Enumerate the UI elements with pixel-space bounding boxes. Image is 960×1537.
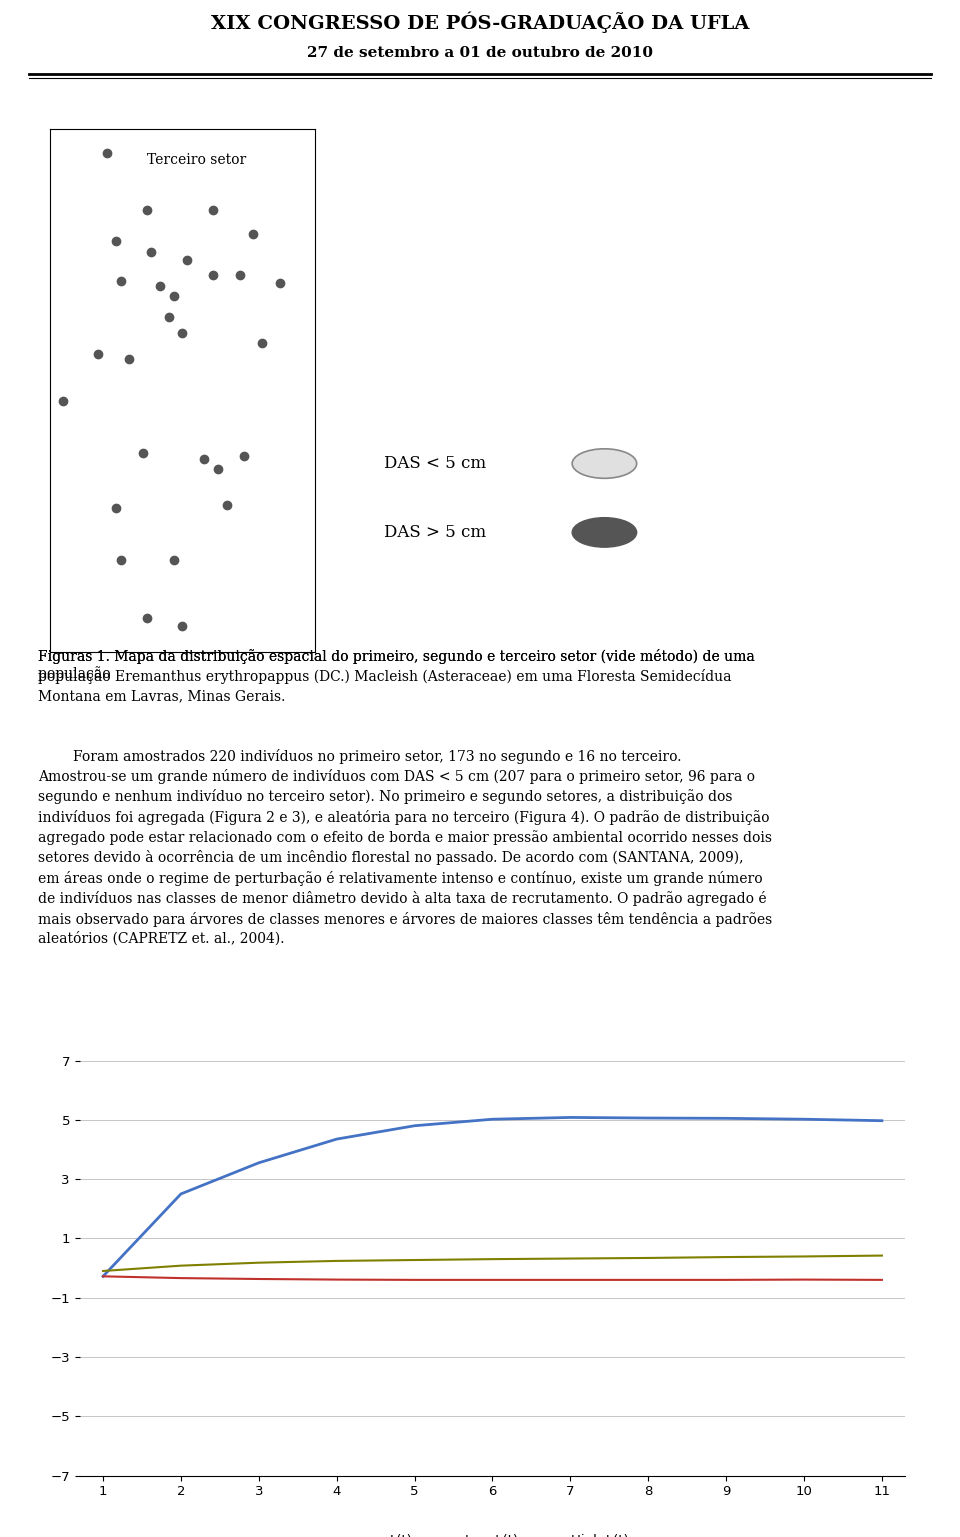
Low L(t) (799, 1271, 810, 1290)
High L(t) (253, 1254, 265, 1273)
L(t) (876, 1111, 888, 1130)
Low L(t) (331, 1271, 343, 1290)
High L(t) (564, 1250, 576, 1268)
High L(t) (97, 1262, 108, 1280)
L(t) (564, 1108, 576, 1127)
Line: High L(t): High L(t) (103, 1256, 882, 1271)
Low L(t) (720, 1271, 732, 1290)
High L(t) (487, 1250, 498, 1268)
High L(t) (331, 1251, 343, 1270)
High L(t) (642, 1248, 654, 1266)
Low L(t) (876, 1271, 888, 1290)
Text: Figuras 1. Mapa da distribuição espacial do primeiro, segundo e terceiro setor (: Figuras 1. Mapa da distribuição espacial… (38, 649, 756, 702)
Text: XIX CONGRESSO DE PÓS-GRADUAÇÃO DA UFLA: XIX CONGRESSO DE PÓS-GRADUAÇÃO DA UFLA (211, 12, 749, 34)
Line: L(t): L(t) (103, 1117, 882, 1276)
Text: DAS < 5 cm: DAS < 5 cm (384, 455, 486, 472)
Low L(t) (564, 1271, 576, 1290)
Text: 27 de setembro a 01 de outubro de 2010: 27 de setembro a 01 de outubro de 2010 (307, 46, 653, 60)
Text: Figuras 1. Mapa da distribuição espacial do primeiro, segundo e terceiro setor (: Figuras 1. Mapa da distribuição espacial… (38, 649, 756, 681)
L(t) (175, 1185, 186, 1203)
L(t) (720, 1110, 732, 1128)
High L(t) (409, 1251, 420, 1270)
L(t) (253, 1154, 265, 1173)
High L(t) (876, 1247, 888, 1265)
Low L(t) (487, 1271, 498, 1290)
High L(t) (720, 1248, 732, 1266)
Low L(t) (175, 1270, 186, 1288)
L(t) (487, 1110, 498, 1128)
Low L(t) (253, 1270, 265, 1288)
L(t) (97, 1266, 108, 1285)
High L(t) (175, 1256, 186, 1274)
Circle shape (572, 518, 636, 547)
Line: Low L(t): Low L(t) (103, 1276, 882, 1280)
Legend: L(t), Low L(t), High L(t): L(t), Low L(t), High L(t) (351, 1528, 634, 1537)
Low L(t) (409, 1271, 420, 1290)
Low L(t) (97, 1266, 108, 1285)
Text: DAS > 5 cm: DAS > 5 cm (384, 524, 486, 541)
L(t) (799, 1110, 810, 1128)
Text: Foram amostrados 220 indivíduos no primeiro setor, 173 no segundo e 16 no tercei: Foram amostrados 220 indivíduos no prime… (38, 749, 773, 945)
Text: Terceiro setor: Terceiro setor (147, 152, 247, 166)
L(t) (642, 1108, 654, 1127)
High L(t) (799, 1247, 810, 1265)
L(t) (409, 1116, 420, 1134)
Circle shape (572, 449, 636, 478)
L(t) (331, 1130, 343, 1148)
Low L(t) (642, 1271, 654, 1290)
